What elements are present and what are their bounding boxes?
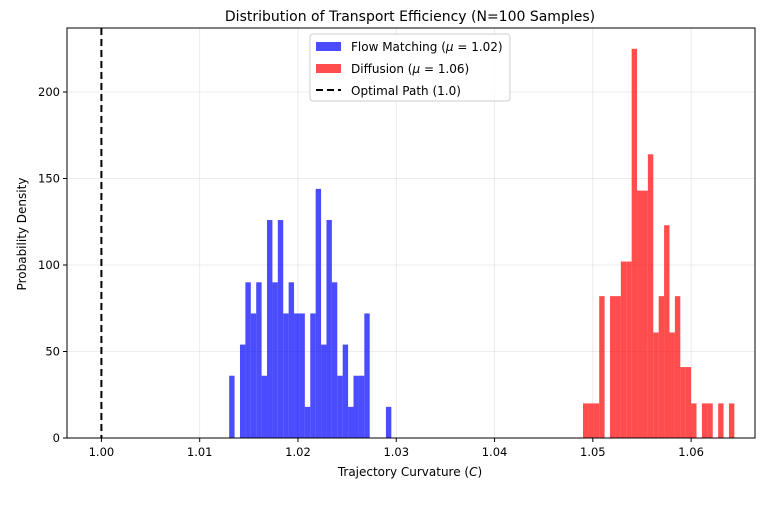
flow-matching-bar xyxy=(337,375,343,438)
diffusion-bar xyxy=(691,403,697,438)
x-tick-label: 1.04 xyxy=(482,445,508,459)
x-tick-label: 1.02 xyxy=(285,445,311,459)
flow-matching-bar xyxy=(304,406,311,438)
legend: Flow Matching (μ = 1.02) Diffusion (μ = … xyxy=(309,33,511,102)
x-tick-label: 1.06 xyxy=(678,445,704,459)
legend-label-flow-matching: Flow Matching (μ = 1.02) xyxy=(351,40,503,54)
flow-matching-bar xyxy=(331,282,338,438)
y-tick-label: 0 xyxy=(53,431,60,445)
y-tick-label: 150 xyxy=(38,172,60,186)
y-tick-label: 200 xyxy=(38,85,60,99)
diffusion-bar xyxy=(658,296,665,438)
diffusion-bar xyxy=(642,190,648,438)
x-tick-label: 1.00 xyxy=(89,445,115,459)
flow-matching-bar xyxy=(353,375,359,438)
flow-matching-bar xyxy=(385,406,392,438)
diffusion-bar xyxy=(631,48,638,439)
diffusion-bar xyxy=(615,296,621,438)
x-tick-label: 1.03 xyxy=(383,445,409,459)
legend-box xyxy=(309,33,511,102)
diffusion-bar xyxy=(647,154,654,438)
diffusion-bar xyxy=(685,367,692,438)
y-axis-ticks: 0 50 100 150 200 xyxy=(38,85,67,445)
diffusion-bar xyxy=(701,403,708,438)
diffusion-bar xyxy=(707,403,713,438)
x-axis-label: Trajectory Curvature (C) xyxy=(337,465,482,479)
flow-matching-bar xyxy=(239,344,246,438)
diffusion-bar xyxy=(620,261,627,438)
diffusion-bar xyxy=(669,332,675,438)
flow-matching-bar xyxy=(326,220,332,438)
diffusion-bar xyxy=(664,225,670,438)
x-tick-label: 1.01 xyxy=(187,445,213,459)
flow-matching-bar xyxy=(245,282,251,438)
diffusion-bar xyxy=(718,403,724,438)
legend-label-optimal-path: Optimal Path (1.0) xyxy=(351,84,461,98)
flow-matching-bar xyxy=(250,313,257,438)
diffusion-bar xyxy=(653,332,659,438)
diffusion-bar xyxy=(674,296,681,438)
flow-matching-bar xyxy=(321,344,327,438)
diffusion-bar xyxy=(680,367,686,438)
diffusion-bar xyxy=(637,190,643,438)
flow-matching-bar xyxy=(272,282,278,438)
flow-matching-bar xyxy=(364,313,370,438)
flow-matching-bar xyxy=(294,313,300,438)
flow-matching-bar xyxy=(277,220,284,438)
y-axis-label: Probability Density xyxy=(15,178,29,291)
plot-frame xyxy=(66,27,756,439)
flow-matching-bar xyxy=(288,282,295,438)
flow-matching-bar xyxy=(358,375,365,438)
flow-matching-bar xyxy=(342,344,349,438)
diffusion-bar xyxy=(610,296,616,438)
diffusion-bar xyxy=(626,261,632,438)
diffusion-bar xyxy=(593,403,600,438)
flow-matching-bar xyxy=(261,375,268,438)
flow-matching-bar xyxy=(267,220,273,438)
legend-swatch-diffusion xyxy=(316,64,341,73)
x-tick-label: 1.05 xyxy=(580,445,606,459)
flow-matching-bar xyxy=(256,282,262,438)
diffusion-bar xyxy=(583,403,589,438)
flow-matching-bar xyxy=(229,375,235,438)
flow-matching-bar xyxy=(310,313,316,438)
flow-matching-bar xyxy=(348,406,354,438)
x-axis-ticks: 1.00 1.01 1.02 1.03 1.04 1.05 1.06 xyxy=(89,438,704,459)
chart-title: Distribution of Transport Efficiency (N=… xyxy=(225,9,595,25)
y-tick-label: 100 xyxy=(38,258,60,272)
diffusion-bar xyxy=(599,296,605,438)
legend-label-diffusion: Diffusion (μ = 1.06) xyxy=(351,62,469,76)
legend-swatch-flow-matching xyxy=(316,42,341,51)
flow-matching-bar xyxy=(315,188,322,438)
y-tick-label: 50 xyxy=(45,345,60,359)
diffusion-bar xyxy=(588,403,594,438)
flow-matching-bar xyxy=(283,313,289,438)
flow-matching-bar xyxy=(299,313,305,438)
diffusion-bar xyxy=(728,403,735,438)
bars xyxy=(229,48,735,439)
